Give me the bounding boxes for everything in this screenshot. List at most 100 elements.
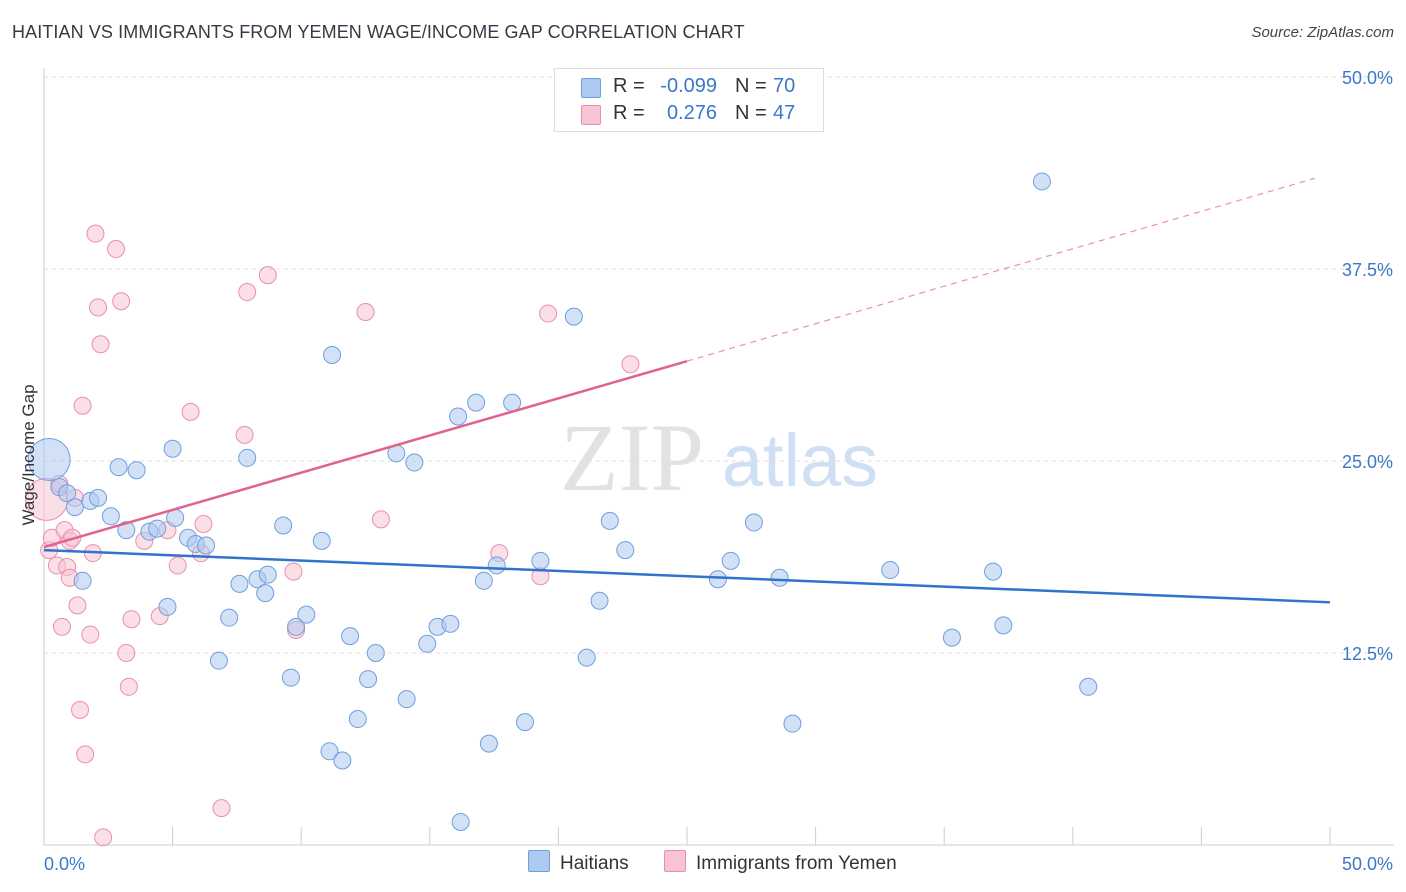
haitians-point <box>359 670 378 689</box>
yemen-point <box>119 677 138 696</box>
haitians-point <box>65 498 84 517</box>
haitians-point <box>238 448 257 467</box>
haitians-point <box>320 742 339 761</box>
haitians-point <box>256 584 275 603</box>
haitians-point <box>366 644 385 662</box>
haitians-point <box>531 551 550 570</box>
y-tick-label: 25.0% <box>1342 452 1393 472</box>
haitians-point <box>616 541 635 560</box>
haitians-point <box>297 605 316 624</box>
haitians-point <box>942 628 961 647</box>
yemen-point <box>112 292 131 311</box>
haitians-point <box>148 519 167 538</box>
haitians-point <box>467 393 486 412</box>
grid-lines <box>44 76 1394 654</box>
yemen-point <box>117 644 136 662</box>
r-label: R = <box>613 102 645 124</box>
haitians-trend-line <box>43 548 1331 604</box>
haitians-point <box>564 307 583 326</box>
haitians-point <box>744 513 763 532</box>
series-yemen-points <box>25 224 640 847</box>
x-tick-label-min: 0.0% <box>44 854 85 874</box>
haitians-point <box>341 627 360 646</box>
haitians-point <box>209 651 228 670</box>
correlation-legend: R = -0.099 N = 70 R = 0.276 N = 47 <box>554 68 824 132</box>
r-label: R = <box>613 75 645 97</box>
haitians-point <box>117 521 136 540</box>
haitians-point <box>1079 677 1098 696</box>
haitians-point <box>101 507 120 526</box>
yemen-point <box>91 335 110 354</box>
haitians-point <box>881 561 900 580</box>
haitians-point <box>503 393 522 412</box>
haitians-point <box>515 713 534 732</box>
r-value: -0.099 <box>660 75 717 97</box>
yemen-point <box>371 510 390 529</box>
yemen-point <box>621 355 640 374</box>
n-value: 70 <box>773 75 796 97</box>
yemen-point <box>356 303 375 322</box>
haitians-point <box>197 536 216 555</box>
haitians-point <box>230 574 249 593</box>
haitians-point <box>474 571 493 590</box>
watermark-atlas: atlas <box>722 419 878 502</box>
haitians-swatch <box>581 78 601 98</box>
haitians-point <box>577 648 596 667</box>
tick-labels: 12.5% 25.0% 37.5% 50.0% 0.0% 50.0% <box>44 68 1393 874</box>
haitians-point <box>708 570 727 589</box>
yemen-point <box>122 610 141 629</box>
y-axis-label: Wage/Income Gap <box>19 384 38 525</box>
haitians-point <box>487 556 506 575</box>
yemen-point <box>86 224 105 243</box>
haitians-point <box>994 616 1013 635</box>
yemen-point <box>53 617 72 636</box>
yemen-point <box>258 266 277 285</box>
haitians-point <box>89 488 108 507</box>
y-tick-label: 37.5% <box>1342 260 1393 280</box>
haitians-point <box>348 710 367 729</box>
x-tick-label-max: 50.0% <box>1342 854 1393 874</box>
watermark-zip: ZIP <box>560 404 704 511</box>
n-label: N = <box>735 102 767 124</box>
n-value: 47 <box>773 102 796 124</box>
yemen-trend-extension <box>686 177 1315 362</box>
haitians-point <box>274 516 293 535</box>
haitians-point <box>721 551 740 570</box>
haitians-point <box>73 571 92 590</box>
haitians-point <box>281 668 300 687</box>
yemen-point <box>89 298 108 317</box>
yemen-swatch <box>664 850 686 872</box>
r-value: 0.276 <box>666 102 717 124</box>
yemen-swatch <box>581 105 601 125</box>
source-label: Source: ZipAtlas.com <box>1251 24 1394 41</box>
haitians-point <box>312 531 331 550</box>
haitians-point <box>783 714 802 733</box>
haitians-point <box>479 734 498 753</box>
haitians-swatch <box>528 850 550 872</box>
haitians-point <box>600 511 619 530</box>
yemen-point <box>76 745 95 764</box>
haitians-point <box>109 458 128 477</box>
haitians-point <box>58 484 77 503</box>
haitians-point <box>220 608 239 627</box>
yemen-point <box>539 304 558 323</box>
haitians-point <box>158 597 177 616</box>
y-tick-label: 12.5% <box>1342 644 1393 664</box>
yemen-point <box>238 283 257 302</box>
legend-haitians-label: Haitians <box>560 853 629 874</box>
haitians-point <box>405 453 424 472</box>
haitians-point <box>770 568 789 587</box>
haitians-point <box>984 562 1003 581</box>
yemen-point <box>68 596 87 615</box>
yemen-point <box>212 799 231 818</box>
haitians-point <box>451 812 470 831</box>
chart-title: HAITIAN VS IMMIGRANTS FROM YEMEN WAGE/IN… <box>12 22 745 42</box>
yemen-point <box>81 625 100 644</box>
haitians-point <box>323 346 342 365</box>
yemen-point <box>194 514 213 533</box>
haitians-point <box>441 614 460 633</box>
yemen-point <box>94 828 113 847</box>
haitians-point <box>449 407 468 426</box>
yemen-point <box>107 240 126 259</box>
legend-yemen: Immigrants from Yemen <box>664 850 897 875</box>
